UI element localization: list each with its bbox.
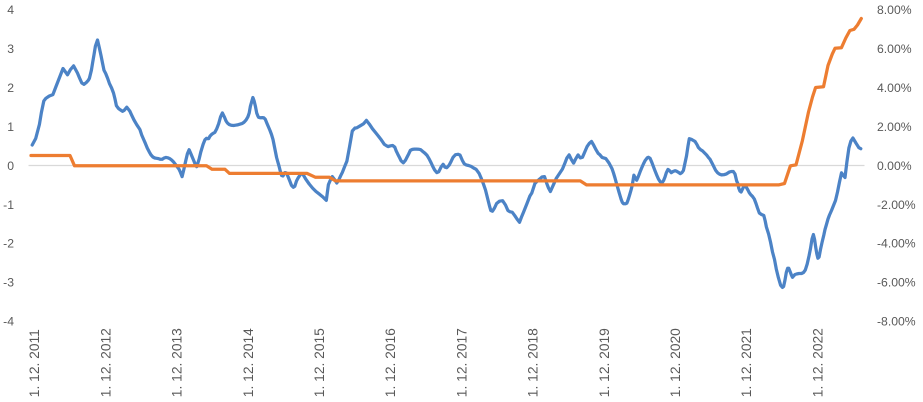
svg-text:1. 12. 2019: 1. 12. 2019 — [597, 328, 612, 397]
svg-text:1. 12. 2011: 1. 12. 2011 — [27, 329, 42, 397]
svg-text:1. 12. 2012: 1. 12. 2012 — [98, 328, 113, 397]
svg-text:1. 12. 2017: 1. 12. 2017 — [454, 328, 469, 397]
svg-text:1: 1 — [7, 120, 14, 134]
svg-text:2: 2 — [7, 81, 14, 95]
svg-text:1. 12. 2018: 1. 12. 2018 — [526, 328, 541, 397]
svg-text:1. 12. 2013: 1. 12. 2013 — [170, 328, 185, 397]
svg-text:1. 12. 2016: 1. 12. 2016 — [383, 328, 398, 397]
svg-text:-8.00%: -8.00% — [877, 315, 916, 329]
svg-text:1. 12. 2014: 1. 12. 2014 — [241, 328, 256, 397]
svg-text:2.00%: 2.00% — [877, 120, 912, 134]
svg-text:1. 12. 2022: 1. 12. 2022 — [810, 328, 825, 397]
svg-text:8.00%: 8.00% — [877, 3, 912, 17]
svg-text:-1: -1 — [3, 198, 14, 212]
svg-text:-4.00%: -4.00% — [877, 237, 916, 251]
svg-text:1. 12. 2021: 1. 12. 2021 — [739, 328, 754, 397]
svg-text:1. 12. 2020: 1. 12. 2020 — [668, 328, 683, 397]
svg-text:-4: -4 — [3, 315, 14, 329]
svg-text:6.00%: 6.00% — [877, 42, 912, 56]
svg-text:-3: -3 — [3, 276, 14, 290]
svg-text:-2.00%: -2.00% — [877, 198, 916, 212]
svg-text:-6.00%: -6.00% — [877, 276, 916, 290]
svg-text:4: 4 — [7, 3, 14, 17]
svg-text:1. 12. 2015: 1. 12. 2015 — [312, 328, 327, 397]
svg-text:4.00%: 4.00% — [877, 81, 912, 95]
svg-text:0.00%: 0.00% — [877, 159, 912, 173]
svg-text:3: 3 — [7, 42, 14, 56]
svg-text:0: 0 — [7, 159, 14, 173]
svg-text:-2: -2 — [3, 237, 14, 251]
